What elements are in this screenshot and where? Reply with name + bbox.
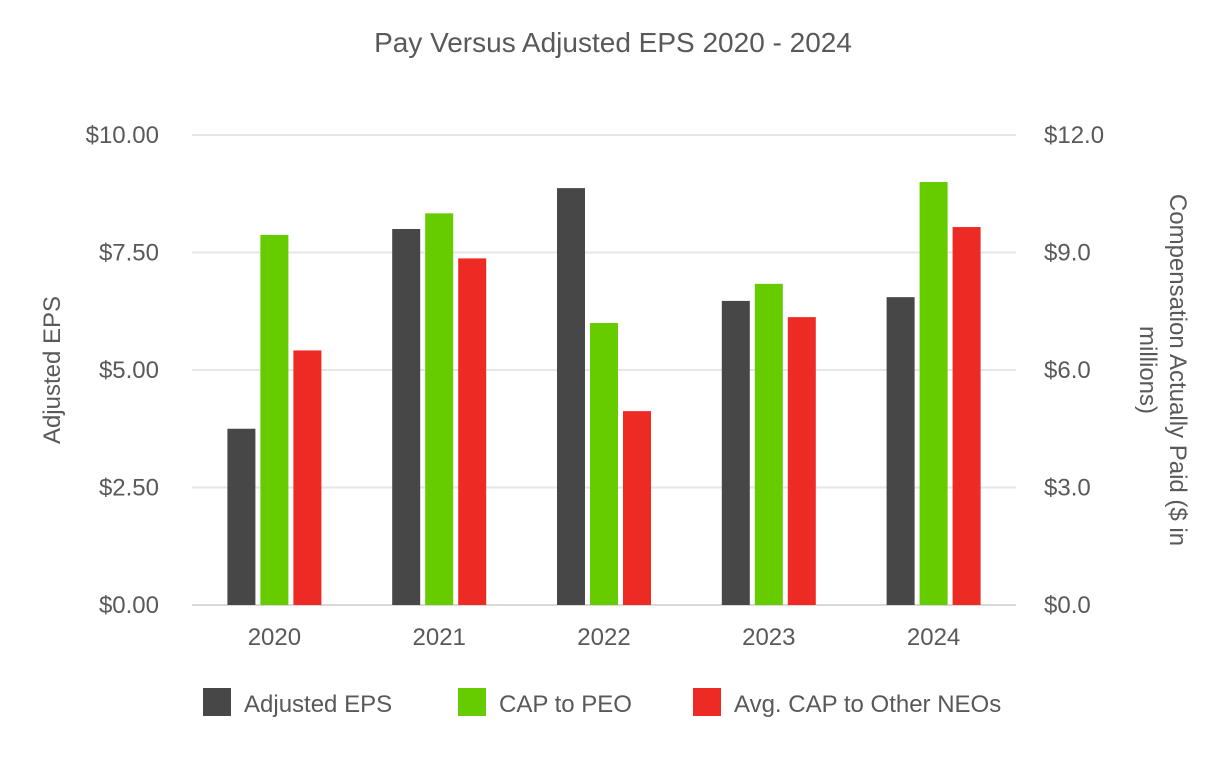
- x-tick-label: 2022: [577, 624, 630, 651]
- bar-adjusted-eps-2020: [227, 428, 256, 605]
- left-tick-label: $5.00: [99, 357, 159, 384]
- x-tick-label: 2024: [907, 624, 960, 651]
- bar-cap-to-peo-2024: [919, 182, 948, 605]
- right-axis-title-line-2: millions): [1134, 326, 1161, 414]
- left-tick-label: $0.00: [99, 592, 159, 619]
- right-tick-label: $6.0: [1044, 357, 1091, 384]
- legend: Adjusted EPS CAP to PEO Avg. CAP to Other …: [203, 688, 1001, 718]
- bar-avg-cap-to-other-neos-2020: [293, 350, 322, 605]
- legend-swatch: [203, 688, 231, 716]
- bar-avg-cap-to-other-neos-2021: [458, 258, 487, 605]
- x-tick-label: 2023: [742, 624, 795, 651]
- right-tick-label: $0.0: [1044, 592, 1091, 619]
- right-axis-title: Compensation Actually Paid ($ in million…: [1134, 194, 1191, 546]
- bar-adjusted-eps-2022: [557, 188, 585, 606]
- legend-label: CAP to PEO: [499, 691, 632, 718]
- right-tick-label: $9.0: [1044, 240, 1091, 267]
- bar-avg-cap-to-other-neos-2023: [787, 317, 816, 605]
- bar-cap-to-peo-2021: [425, 213, 454, 606]
- right-axis-ticks: $0.0 $3.0 $6.0 $9.0 $12.0: [1044, 122, 1104, 619]
- legend-label: Avg. CAP to Other NEOs: [734, 691, 1001, 718]
- right-axis-title-line-1: Compensation Actually Paid ($ in: [1164, 194, 1191, 546]
- bar-adjusted-eps-2021: [392, 229, 421, 605]
- x-tick-label: 2021: [413, 624, 466, 651]
- bars: [227, 182, 981, 606]
- bar-adjusted-eps-2023: [721, 300, 750, 605]
- left-tick-label: $2.50: [99, 475, 159, 502]
- right-tick-label: $3.0: [1044, 475, 1091, 502]
- bar-adjusted-eps-2024: [886, 297, 915, 605]
- right-tick-label: $12.0: [1044, 122, 1104, 149]
- left-tick-label: $10.00: [86, 122, 159, 149]
- left-axis-ticks: $0.00 $2.50 $5.00 $7.50 $10.00: [86, 122, 159, 619]
- bar-avg-cap-to-other-neos-2022: [623, 411, 651, 605]
- bar-cap-to-peo-2023: [754, 283, 783, 605]
- bar-cap-to-peo-2022: [590, 323, 618, 605]
- x-tick-label: 2020: [248, 624, 301, 651]
- legend-swatch: [693, 688, 721, 716]
- left-tick-label: $7.50: [99, 240, 159, 267]
- legend-label: Adjusted EPS: [244, 691, 392, 718]
- left-axis-title: Adjusted EPS: [39, 296, 66, 444]
- bar-cap-to-peo-2020: [260, 234, 289, 605]
- chart-title: Pay Versus Adjusted EPS 2020 - 2024: [374, 27, 852, 58]
- bar-avg-cap-to-other-neos-2024: [952, 227, 981, 605]
- legend-swatch: [458, 688, 486, 716]
- x-axis-ticks: 2020 2021 2022 2023 2024: [248, 624, 961, 651]
